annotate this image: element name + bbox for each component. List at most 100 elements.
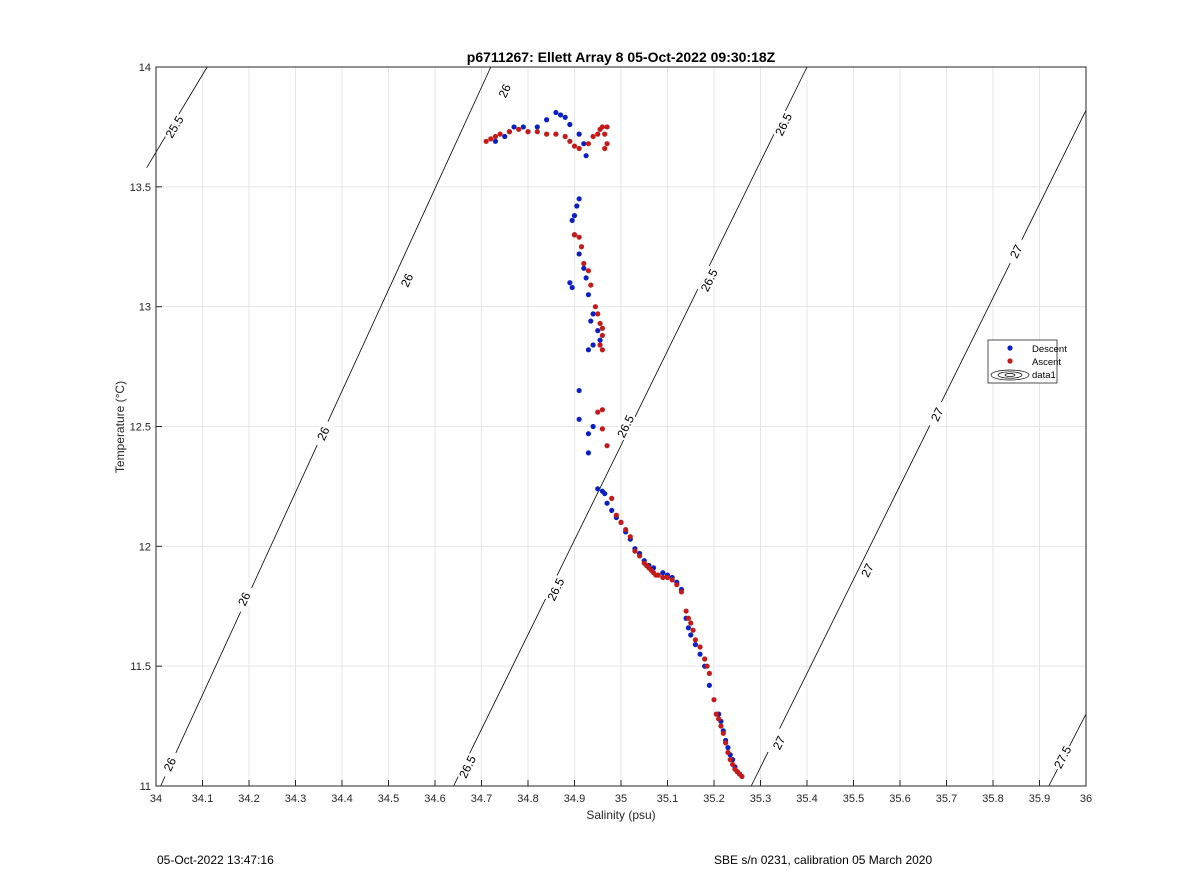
- descent-point: [583, 275, 589, 281]
- descent-point: [502, 133, 508, 140]
- descent-point: [597, 337, 603, 343]
- ascent-point: [604, 141, 610, 147]
- descent-point: [557, 112, 564, 118]
- descent-point: [567, 121, 573, 128]
- descent-point: [602, 491, 608, 497]
- y-tick-label: 14: [139, 62, 151, 74]
- ascent-point: [483, 138, 489, 144]
- descent-point: [660, 570, 666, 576]
- contour-label-bg: [1004, 236, 1029, 267]
- ascent-point: [690, 627, 696, 633]
- descent-point: [569, 284, 575, 291]
- descent-point: [595, 486, 601, 492]
- ascent-point: [632, 548, 638, 554]
- contour-label: 26: [161, 755, 179, 773]
- contour-label: 27: [770, 733, 789, 751]
- ascent-point: [718, 723, 724, 729]
- ascent-point: [678, 589, 685, 595]
- ascent-point: [730, 761, 736, 768]
- ascent-point: [585, 141, 592, 147]
- ascent-point: [669, 577, 675, 583]
- ascent-point: [697, 644, 703, 650]
- x-tick-label: 34.9: [564, 793, 585, 805]
- descent-point: [688, 632, 694, 638]
- ascent-point: [609, 495, 615, 501]
- ascent-point: [599, 332, 606, 339]
- ascent-point: [604, 124, 610, 130]
- ascent-point: [488, 136, 494, 142]
- ascent-point: [727, 757, 733, 763]
- descent-point: [585, 292, 592, 298]
- descent-point: [697, 651, 703, 657]
- x-tick-label: 36: [1080, 793, 1092, 805]
- ascent-point: [674, 582, 680, 588]
- descent-point: [585, 450, 592, 456]
- y-tick-label: 11: [140, 781, 151, 793]
- x-tick-label: 35.6: [889, 793, 910, 805]
- descent-point: [562, 114, 568, 120]
- ascent-point: [602, 145, 608, 152]
- ascent-point: [599, 426, 606, 432]
- ascent-point: [553, 131, 559, 137]
- ascent-point: [534, 129, 540, 135]
- ascent-point: [581, 260, 587, 267]
- series-ascent: [483, 124, 745, 780]
- descent-point: [511, 124, 517, 130]
- y-tick-label: 12.5: [130, 422, 151, 434]
- ascent-point: [739, 773, 745, 780]
- ascent-point: [585, 268, 592, 274]
- y-axis-label: Temperature (°C): [113, 381, 127, 473]
- contour-label: 26: [398, 271, 416, 289]
- x-tick-label: 35.1: [657, 793, 678, 805]
- ascent-point: [576, 145, 582, 152]
- series-descent: [492, 109, 745, 780]
- ascent-point: [595, 311, 601, 317]
- legend-contour-icon: [997, 371, 1023, 379]
- contour-label-bg: [613, 411, 638, 442]
- descent-point: [553, 109, 559, 116]
- contour-label: 27: [858, 561, 877, 579]
- ascent-point: [623, 526, 629, 533]
- x-tick-label: 35.3: [750, 793, 771, 805]
- y-tick-label: 11.5: [130, 661, 151, 673]
- x-tick-label: 34: [150, 793, 162, 805]
- descent-point: [492, 138, 499, 144]
- contour-label-bg: [395, 265, 419, 296]
- ascent-point: [664, 574, 671, 581]
- ascent-point: [683, 608, 689, 614]
- ascent-point: [599, 347, 606, 353]
- ascent-point: [597, 320, 603, 327]
- descent-point: [581, 141, 587, 147]
- legend-label-ascent: Ascent: [1032, 357, 1061, 368]
- x-tick-label: 35.5: [843, 793, 864, 805]
- ascent-point: [562, 133, 568, 140]
- ascent-point: [688, 620, 694, 626]
- ascent-point: [595, 409, 601, 415]
- legend-label-data1: data1: [1032, 370, 1056, 381]
- x-axis-label: Salinity (psu): [586, 808, 655, 822]
- ascent-point: [702, 656, 708, 662]
- descent-point: [576, 196, 582, 202]
- ascent-point: [692, 637, 699, 643]
- ascent-point: [618, 519, 624, 525]
- descent-point: [571, 212, 578, 219]
- descent-point: [574, 203, 580, 209]
- ascent-point: [685, 615, 692, 621]
- x-tick-label: 34.5: [378, 793, 399, 805]
- ascent-point: [704, 663, 710, 669]
- legend: Descent Ascent data1: [987, 339, 1067, 384]
- contour-label-bg: [697, 265, 722, 296]
- contour-label: 27: [928, 405, 947, 423]
- ascent-point: [571, 232, 578, 238]
- contour-label-bg: [855, 555, 880, 586]
- contour-label-bg: [455, 752, 480, 782]
- descent-point: [685, 625, 692, 631]
- ascent-point: [544, 131, 550, 137]
- ascent-point: [660, 574, 666, 581]
- legend-box: [987, 339, 1058, 384]
- x-tick-label: 34.8: [517, 793, 538, 805]
- y-tick-label: 12: [139, 541, 151, 553]
- contour-label-bg: [767, 728, 792, 758]
- contour-label-bg: [232, 584, 257, 614]
